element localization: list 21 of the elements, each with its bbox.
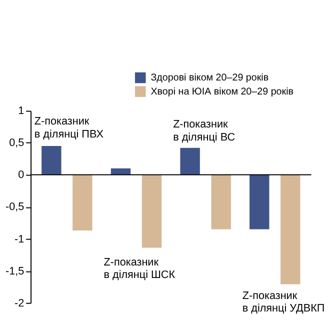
annotation: Z-показник в ділянці УДВКП [242,290,325,315]
legend-label: Хворі на ЮІА віком 20–29 років [150,86,294,98]
y-tick-label: -2 [14,297,24,310]
y-tick-label: 0,5 [9,137,24,150]
bar [42,146,62,175]
y-tick-label: 1 [18,105,24,118]
bar [110,168,131,175]
annotation: Z-показник в ділянці ШСК [104,256,176,282]
bar [142,174,162,248]
bar [211,174,231,230]
annotation: Z-показник в ділянці ВС [173,118,236,144]
annotation: Z-показник в ділянці ПВХ [34,116,104,140]
bar [72,174,92,230]
y-tick-label: 0 [18,169,24,182]
y-tick-label: -1,5 [5,265,24,278]
legend-label: Здорові віком 20–29 років [150,72,269,84]
bar [250,174,270,230]
bar [180,148,200,175]
y-tick-label: -1 [14,233,24,246]
bar [280,174,300,284]
y-tick-label: -0,5 [5,201,24,214]
